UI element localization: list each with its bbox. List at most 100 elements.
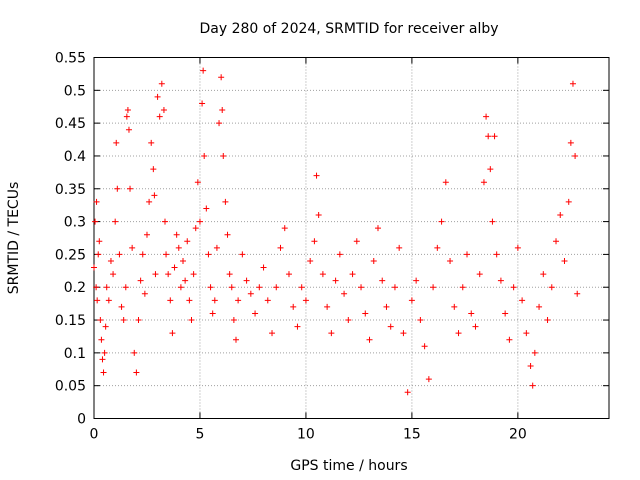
data-point [232, 336, 239, 343]
data-point [489, 218, 496, 225]
data-point [131, 349, 138, 356]
data-point [491, 133, 498, 140]
data-point [141, 290, 148, 297]
data-point [200, 67, 207, 74]
data-point [557, 212, 564, 219]
data-point [146, 198, 153, 205]
data-point [298, 284, 305, 291]
data-point [101, 349, 108, 356]
data-point [353, 238, 360, 245]
y-tick-label: 0.2 [64, 280, 86, 296]
x-tick-label: 15 [403, 427, 421, 443]
data-point [472, 323, 479, 330]
data-point [273, 284, 280, 291]
x-tick-label: 5 [196, 427, 205, 443]
data-point [451, 303, 458, 310]
data-point [434, 244, 441, 251]
data-point [544, 317, 551, 324]
data-point [396, 244, 403, 251]
data-point [133, 369, 140, 376]
data-point [483, 113, 490, 120]
y-tick-label: 0.05 [55, 379, 86, 395]
data-point [213, 244, 220, 251]
data-point [285, 271, 292, 278]
data-point [95, 251, 102, 258]
data-point [211, 297, 218, 304]
data-point [487, 166, 494, 173]
y-tick-label: 0.5 [64, 83, 86, 99]
data-point [311, 238, 318, 245]
data-point [167, 297, 174, 304]
data-point [561, 257, 568, 264]
data-point [175, 244, 182, 251]
data-point [243, 277, 250, 284]
data-point [366, 336, 373, 343]
data-point [137, 277, 144, 284]
data-point [417, 317, 424, 324]
data-point [260, 264, 267, 271]
data-point [531, 349, 538, 356]
data-point [572, 152, 579, 159]
data-point [150, 166, 157, 173]
data-point [169, 330, 176, 337]
tick-labels: 0 0.05 0.1 0.15 0.2 0.25 0.3 0.35 0.4 0.45 0.5 0.55… [55, 51, 527, 443]
data-point [120, 317, 127, 324]
data-point [116, 251, 123, 258]
data-point [358, 284, 365, 291]
data-point [379, 277, 386, 284]
data-point [139, 251, 146, 258]
data-point [362, 310, 369, 317]
x-tick-label: 0 [90, 427, 99, 443]
data-point [224, 231, 231, 238]
data-point [510, 284, 517, 291]
data-point [247, 290, 254, 297]
data-point [184, 238, 191, 245]
data-point [527, 362, 534, 369]
data-point [112, 218, 119, 225]
y-tick-label: 0.25 [55, 247, 86, 263]
data-point [194, 179, 201, 186]
data-point [91, 264, 97, 271]
data-point [408, 297, 415, 304]
data-point [171, 264, 178, 271]
data-point [100, 369, 107, 376]
data-point [127, 185, 134, 192]
data-points [91, 67, 581, 396]
data-point [230, 317, 237, 324]
data-point [103, 284, 110, 291]
data-point [177, 284, 184, 291]
data-point [313, 172, 320, 179]
data-point [523, 330, 530, 337]
data-point [302, 297, 309, 304]
data-point [113, 139, 120, 146]
data-point [124, 107, 131, 114]
data-point [97, 317, 104, 324]
data-point [201, 152, 208, 159]
data-point [413, 277, 420, 284]
data-point [387, 323, 394, 330]
data-point [222, 198, 229, 205]
data-point [228, 284, 235, 291]
data-point [391, 284, 398, 291]
data-point [192, 225, 199, 232]
data-point [203, 205, 210, 212]
data-point [506, 336, 513, 343]
data-point [400, 330, 407, 337]
data-point [269, 330, 276, 337]
data-point [165, 271, 172, 278]
data-point [421, 343, 428, 350]
data-point [105, 297, 112, 304]
data-point [199, 100, 206, 107]
data-point [519, 297, 526, 304]
x-tick-label: 10 [297, 427, 315, 443]
data-point [502, 310, 509, 317]
data-point [160, 107, 167, 114]
data-point [536, 303, 543, 310]
data-point [93, 284, 100, 291]
x-tick-label: 20 [509, 427, 527, 443]
data-point [430, 284, 437, 291]
y-tick-label: 0.4 [64, 149, 86, 165]
grid-lines [94, 57, 609, 419]
y-tick-label: 0.15 [55, 313, 86, 329]
data-point [485, 133, 492, 140]
